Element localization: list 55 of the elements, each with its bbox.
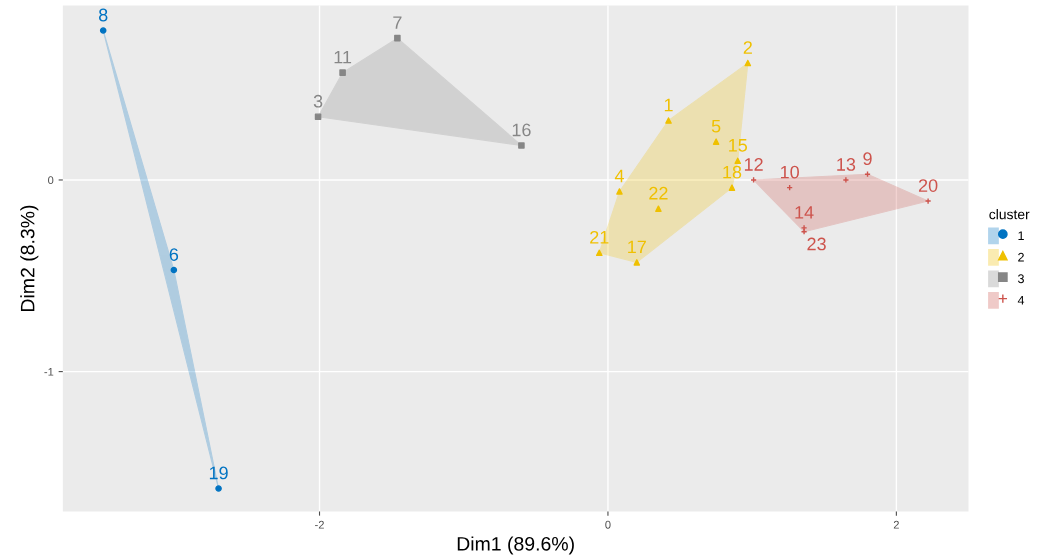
annotation: 5	[711, 119, 721, 133]
legend-label: 3	[1018, 274, 1024, 284]
annotation: 14	[795, 206, 814, 219]
annotation: 10	[780, 165, 799, 179]
x-tick-label: 2	[893, 520, 899, 529]
point	[728, 184, 736, 191]
point	[924, 197, 932, 205]
point	[800, 228, 808, 236]
annotation: 2	[743, 41, 752, 54]
annotation: 21	[590, 230, 609, 244]
annotation: 11	[334, 50, 352, 64]
point	[339, 69, 346, 76]
annotation: 6	[169, 248, 179, 261]
point	[394, 34, 401, 42]
y-tick-label: -1	[44, 367, 54, 376]
annotation: 16	[512, 123, 531, 137]
annotation: 1	[664, 98, 673, 112]
annotation: 4	[614, 169, 624, 183]
x-tick-label: -2	[315, 520, 324, 529]
annotation: 22	[649, 186, 668, 200]
point	[734, 157, 742, 165]
annotation: 8	[98, 8, 108, 22]
annotation: 9	[863, 152, 872, 166]
annotation: 19	[209, 466, 228, 480]
annotation: 13	[837, 158, 856, 171]
point	[314, 113, 322, 121]
annotation: 3	[313, 94, 323, 108]
point	[518, 142, 525, 149]
point	[712, 138, 720, 145]
point	[750, 176, 757, 184]
point	[633, 259, 641, 266]
annotation: 23	[807, 237, 826, 251]
legend-label: 4	[1017, 295, 1025, 305]
point	[595, 249, 603, 257]
point	[800, 224, 808, 232]
annotation: 18	[723, 165, 742, 179]
annotation: 12	[744, 158, 763, 171]
annotation: 20	[918, 179, 938, 192]
point	[655, 205, 662, 213]
legend-label: 2	[1018, 252, 1024, 262]
annotation: 7	[393, 16, 402, 29]
point	[215, 485, 222, 492]
x-tick-label: 0	[605, 520, 611, 529]
legend-label: 1	[1018, 231, 1024, 241]
annotation: 15	[729, 139, 748, 152]
point	[744, 59, 752, 67]
point	[616, 188, 623, 195]
point	[842, 176, 850, 184]
annotation: 17	[628, 240, 646, 254]
legend-title: cluster	[989, 209, 1030, 220]
x-axis-title: Dim1 (89.6%)	[457, 536, 574, 555]
point	[170, 266, 178, 274]
point	[665, 117, 672, 124]
point	[99, 27, 107, 34]
y-axis-title: Dim2 (8.3%)	[20, 205, 39, 311]
